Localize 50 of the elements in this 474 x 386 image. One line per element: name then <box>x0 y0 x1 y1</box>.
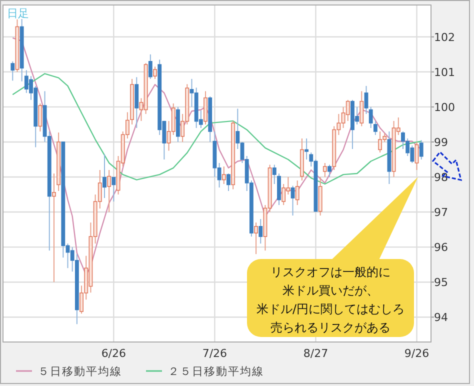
annotation: 米ドル買いだが、 <box>282 284 378 298</box>
y-tick-label: 97 <box>434 206 448 220</box>
candlestick <box>328 164 332 178</box>
candlestick <box>258 218 263 244</box>
annotation: リスクオフは一般的に <box>270 265 390 279</box>
candlestick <box>364 85 368 114</box>
candlestick <box>414 141 419 170</box>
candlestick <box>38 102 42 132</box>
candlestick <box>52 173 56 283</box>
candlestick <box>226 173 230 192</box>
candlestick <box>204 90 208 125</box>
x-tick-label: 8/27 <box>303 347 328 360</box>
candlestick <box>134 76 139 128</box>
candlestick <box>346 99 350 122</box>
candlestick <box>148 54 152 80</box>
candlestick <box>277 173 281 206</box>
candlestick <box>368 106 373 128</box>
annotation: 売られるリスクがある <box>270 320 390 334</box>
legend-label: ５日移動平均線 <box>38 365 122 378</box>
annotation: 米ドル/円に関してはむしろ <box>256 302 405 316</box>
y-tick-label: 101 <box>434 66 455 79</box>
y-tick-label: 94 <box>434 311 448 324</box>
candlestick <box>290 185 295 216</box>
candlestick <box>282 184 286 206</box>
candlestick <box>295 180 300 206</box>
y-tick-label: 100 <box>434 100 455 114</box>
y-tick-label: 98 <box>434 171 448 184</box>
candlestick <box>107 169 112 213</box>
candlestick <box>10 60 15 82</box>
y-tick-label: 102 <box>434 30 455 44</box>
candlestick <box>102 154 106 199</box>
line-series <box>12 73 422 185</box>
candlestick <box>304 138 309 160</box>
x-tick-label: 9/26 <box>404 347 430 360</box>
candlestick <box>222 166 226 185</box>
y-tick-label: 96 <box>434 241 448 254</box>
x-tick-label: 7/26 <box>202 347 228 360</box>
candlestick <box>322 162 327 178</box>
candlestick <box>254 222 258 255</box>
candlestick <box>272 164 276 185</box>
legend-label: ２５日移動平均線 <box>168 365 264 378</box>
candlestick <box>112 176 116 202</box>
chart-title: 日足 <box>7 7 29 20</box>
candlestick <box>419 140 424 160</box>
y-tick-label: 95 <box>434 276 448 290</box>
candlestick <box>373 120 378 136</box>
y-tick-label: 99 <box>434 136 448 149</box>
candlestick <box>153 66 157 80</box>
candlestick <box>360 90 364 127</box>
x-tick-label: 6/26 <box>101 347 126 360</box>
